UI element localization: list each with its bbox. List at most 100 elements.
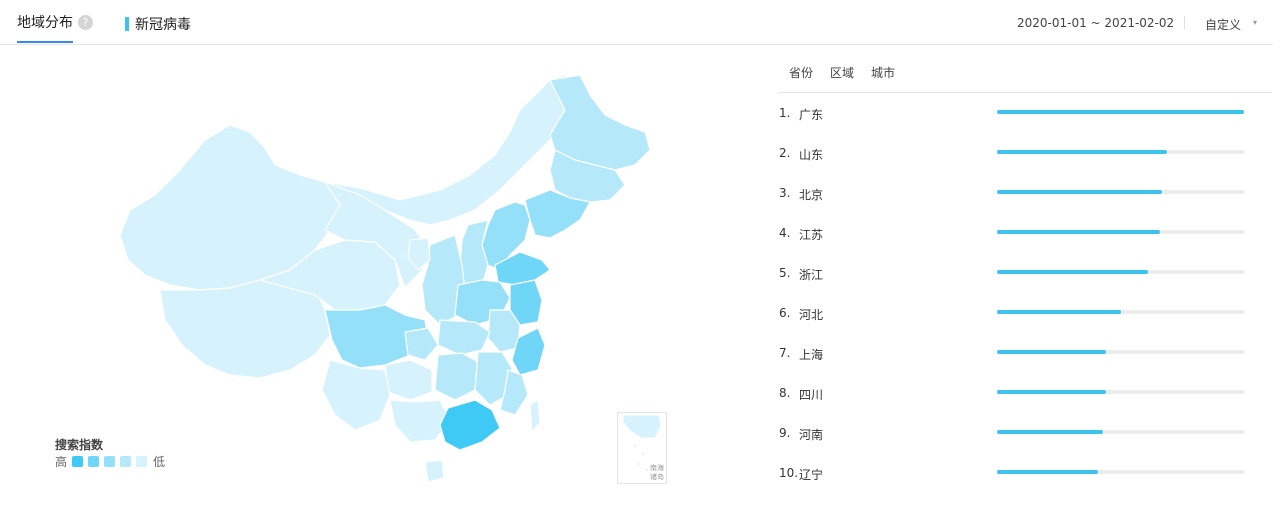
province-liaoning xyxy=(524,189,591,239)
province-name: 河北 xyxy=(799,308,824,322)
province-name: 山东 xyxy=(799,148,824,162)
custom-range-select[interactable]: 自定义 xyxy=(1205,18,1242,32)
rank-number: 9. xyxy=(779,426,791,440)
index-bar-fill xyxy=(997,350,1106,354)
legend-title: 搜索指数 xyxy=(55,438,104,452)
tab-city[interactable]: 城市 xyxy=(871,66,896,80)
region-type-tabs: 省份 区域 城市 xyxy=(789,64,912,81)
index-bar-track xyxy=(997,390,1244,394)
index-bar-track xyxy=(997,270,1244,274)
province-heilongjiang xyxy=(549,74,651,171)
index-bar-fill xyxy=(997,470,1099,474)
index-bar-track xyxy=(997,350,1244,354)
tab-region[interactable]: 区域 xyxy=(830,66,855,80)
province-name: 辽宁 xyxy=(799,468,824,482)
index-bar-fill xyxy=(997,230,1161,234)
legend-low: 低 xyxy=(153,455,166,469)
ranking-row[interactable]: 10. 辽宁 xyxy=(779,464,1249,504)
ranking-row[interactable]: 2. 山东 xyxy=(779,144,1249,184)
inset-label-2: 诸岛 xyxy=(650,472,664,481)
index-bar-track xyxy=(997,430,1244,434)
keyword-label: 新冠病毒 xyxy=(135,17,191,33)
province-name: 广东 xyxy=(799,108,824,122)
province-guizhou xyxy=(384,359,433,401)
index-bar-fill xyxy=(997,430,1104,434)
province-ranking-list: 1. 广东 2. 山东 3. 北京 4. 江苏 5. 浙江 6. 河北 7. 上海 8. 四川 9. 河南 10. 辽… xyxy=(779,104,1249,504)
divider xyxy=(1184,16,1185,29)
active-tab-indicator xyxy=(17,41,73,43)
index-bar-fill xyxy=(997,270,1148,274)
province-jilin xyxy=(549,149,626,203)
china-map-svg xyxy=(119,74,651,483)
index-bar-track xyxy=(997,470,1244,474)
ranking-row[interactable]: 6. 河北 xyxy=(779,304,1249,344)
inset-island xyxy=(646,469,648,471)
province-hubei xyxy=(437,319,491,356)
legend-swatch-4 xyxy=(120,456,132,467)
rank-number: 8. xyxy=(779,386,791,400)
tab-geo-distribution[interactable]: 地域分布 ? xyxy=(17,12,93,32)
index-bar-track xyxy=(997,190,1244,194)
keyword-tag: 新冠病毒 xyxy=(125,14,191,34)
rank-number: 2. xyxy=(779,146,791,160)
index-bar-fill xyxy=(997,390,1106,394)
index-bar-track xyxy=(997,310,1244,314)
inset-island xyxy=(634,445,636,447)
province-hainan xyxy=(424,459,445,483)
china-map[interactable] xyxy=(110,70,670,490)
keyword-color-bar xyxy=(125,17,129,31)
rank-number: 4. xyxy=(779,226,791,240)
inset-island xyxy=(642,453,644,455)
province-qinghai xyxy=(259,239,401,311)
rank-number: 5. xyxy=(779,266,791,280)
province-name: 浙江 xyxy=(799,268,824,282)
ranking-row[interactable]: 7. 上海 xyxy=(779,344,1249,384)
province-name: 上海 xyxy=(799,348,824,362)
legend-swatch-1 xyxy=(72,456,84,467)
inset-island xyxy=(638,463,640,465)
ranking-row[interactable]: 4. 江苏 xyxy=(779,224,1249,264)
province-zhejiang xyxy=(511,327,546,376)
index-bar-fill xyxy=(997,190,1163,194)
ranking-row[interactable]: 1. 广东 xyxy=(779,104,1249,144)
rank-number: 1. xyxy=(779,106,791,120)
ranking-row[interactable]: 9. 河南 xyxy=(779,424,1249,464)
province-tibet xyxy=(159,274,331,379)
ranking-row[interactable]: 3. 北京 xyxy=(779,184,1249,224)
province-yunnan xyxy=(321,359,391,431)
date-range[interactable]: 2020-01-01 ~ 2021-02-02 xyxy=(1017,16,1175,30)
rank-number: 6. xyxy=(779,306,791,320)
province-chongqing xyxy=(404,327,439,361)
province-taiwan xyxy=(529,399,541,433)
index-bar-fill xyxy=(997,110,1244,114)
legend-scale: 高 低 xyxy=(55,453,165,470)
rank-number: 7. xyxy=(779,346,791,360)
index-bar-fill xyxy=(997,150,1168,154)
legend-swatch-5 xyxy=(136,456,148,467)
ranking-row[interactable]: 5. 浙江 xyxy=(779,264,1249,304)
province-ningxia xyxy=(407,237,431,271)
legend-swatch-3 xyxy=(104,456,116,467)
province-guangxi xyxy=(389,399,451,443)
index-bar-track xyxy=(997,110,1244,114)
province-name: 北京 xyxy=(799,188,824,202)
chevron-down-icon[interactable]: ▾ xyxy=(1253,18,1258,27)
province-name: 江苏 xyxy=(799,228,824,242)
tab-province[interactable]: 省份 xyxy=(789,66,814,80)
tab-geo-label: 地域分布 xyxy=(17,15,73,31)
rank-number: 3. xyxy=(779,186,791,200)
index-bar-track xyxy=(997,150,1244,154)
help-icon[interactable]: ? xyxy=(78,14,93,30)
province-name: 四川 xyxy=(799,388,824,402)
legend-high: 高 xyxy=(55,455,68,469)
index-bar-track xyxy=(997,230,1244,234)
province-hunan xyxy=(434,352,479,401)
province-guangdong xyxy=(439,399,501,451)
rank-number: 10. xyxy=(779,466,799,480)
province-fujian xyxy=(499,369,529,416)
legend-swatch-2 xyxy=(88,456,100,467)
rank-divider xyxy=(778,92,1272,93)
top-bar: 地域分布 ? 新冠病毒 2020-01-01 ~ 2021-02-02 自定义 … xyxy=(0,0,1273,45)
south-sea-inset: 南海 诸岛 xyxy=(617,412,667,484)
ranking-row[interactable]: 8. 四川 xyxy=(779,384,1249,424)
